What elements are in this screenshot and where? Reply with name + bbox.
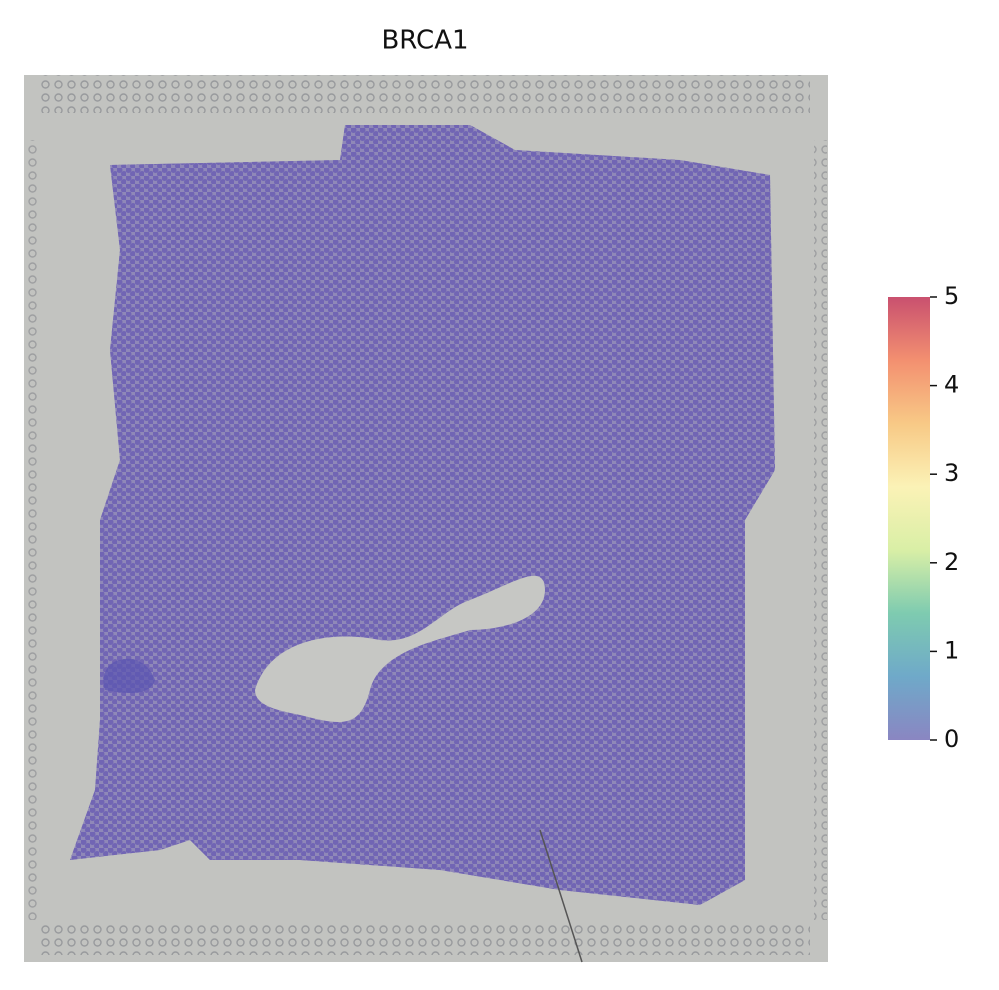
colorbar-tick-label: 0 <box>944 725 959 753</box>
colorbar-tick-label: 4 <box>944 371 959 399</box>
colorbar-tick-label: 2 <box>944 548 959 576</box>
colorbar-tick-label: 3 <box>944 459 959 487</box>
colorbar-tick-label: 1 <box>944 636 959 664</box>
chart-title: BRCA1 <box>381 26 468 56</box>
colorbar-tick-label: 5 <box>944 282 959 310</box>
colorbar <box>888 297 930 740</box>
tissue-image <box>24 75 828 963</box>
